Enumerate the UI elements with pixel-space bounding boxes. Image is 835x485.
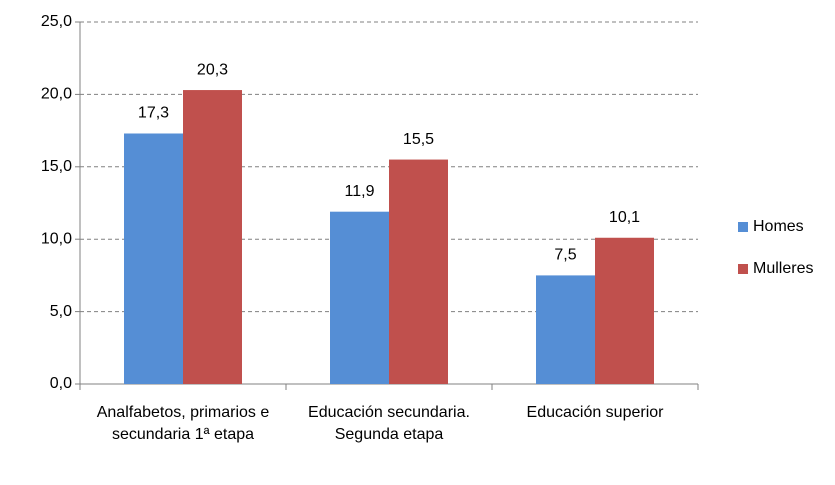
value-label: 11,9 xyxy=(345,183,375,200)
value-label: 15,5 xyxy=(403,131,434,148)
x-tick-label: Analfabetos, primarios e secundaria 1ª e… xyxy=(96,404,270,443)
y-tick-label: 5,0 xyxy=(50,303,72,320)
y-tick-label: 15,0 xyxy=(41,158,72,175)
x-tick-label: Educación superior xyxy=(526,404,664,421)
bar xyxy=(595,237,654,384)
y-tick-label: 20,0 xyxy=(41,86,72,103)
bar xyxy=(389,159,448,384)
value-label: 10,1 xyxy=(609,209,640,226)
y-tick-label: 0,0 xyxy=(50,375,72,392)
y-tick-label: 10,0 xyxy=(41,230,72,247)
legend-label: Homes xyxy=(753,218,804,235)
bar xyxy=(124,133,183,384)
y-tick-label: 25,0 xyxy=(41,13,72,30)
bar xyxy=(536,275,595,384)
legend-swatch xyxy=(738,222,748,232)
value-label: 20,3 xyxy=(197,61,228,78)
x-tick-label: Educación secundaria. Segunda etapa xyxy=(308,404,470,443)
legend-swatch xyxy=(738,264,748,274)
value-label: 17,3 xyxy=(138,105,169,122)
value-label: 7,5 xyxy=(554,247,576,264)
bar xyxy=(330,211,389,384)
legend-label: Mulleres xyxy=(753,260,813,277)
bar xyxy=(183,90,242,384)
